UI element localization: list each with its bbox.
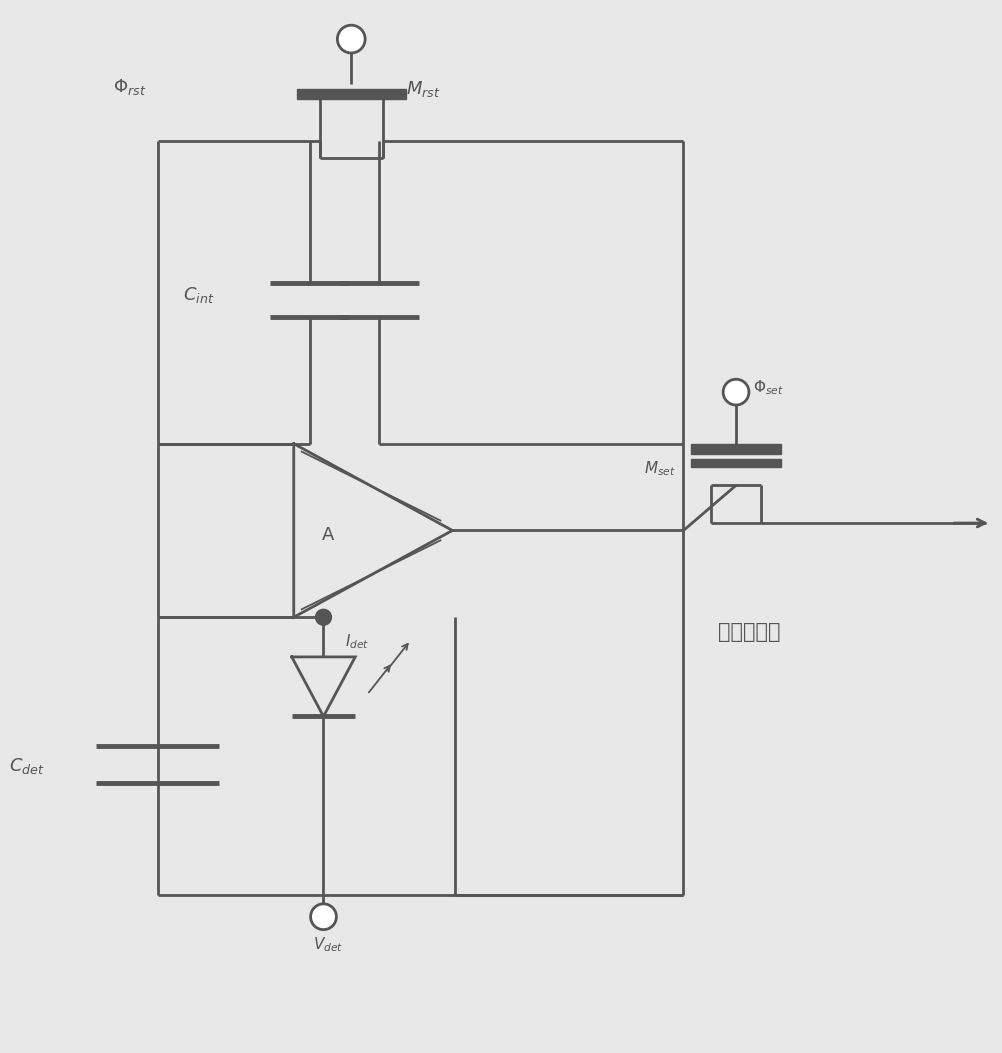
Text: $I_{det}$: $I_{det}$: [345, 633, 370, 652]
Bar: [297, 88, 406, 99]
Circle shape: [722, 379, 748, 405]
Bar: [690, 443, 780, 454]
Circle shape: [316, 610, 331, 625]
Text: A: A: [322, 526, 334, 544]
Circle shape: [337, 25, 365, 53]
Text: $\Phi_{set}$: $\Phi_{set}$: [753, 378, 783, 397]
Text: $M_{rst}$: $M_{rst}$: [406, 79, 440, 99]
Bar: [690, 458, 780, 466]
Text: $C_{det}$: $C_{det}$: [9, 756, 45, 776]
Text: $M_{set}$: $M_{set}$: [643, 459, 675, 478]
Text: $C_{int}$: $C_{int}$: [182, 285, 213, 305]
Text: $\Phi_{rst}$: $\Phi_{rst}$: [113, 77, 146, 97]
Text: $V_{det}$: $V_{det}$: [313, 935, 344, 954]
Text: 至选通开关: 至选通开关: [717, 622, 780, 642]
Circle shape: [311, 903, 336, 930]
